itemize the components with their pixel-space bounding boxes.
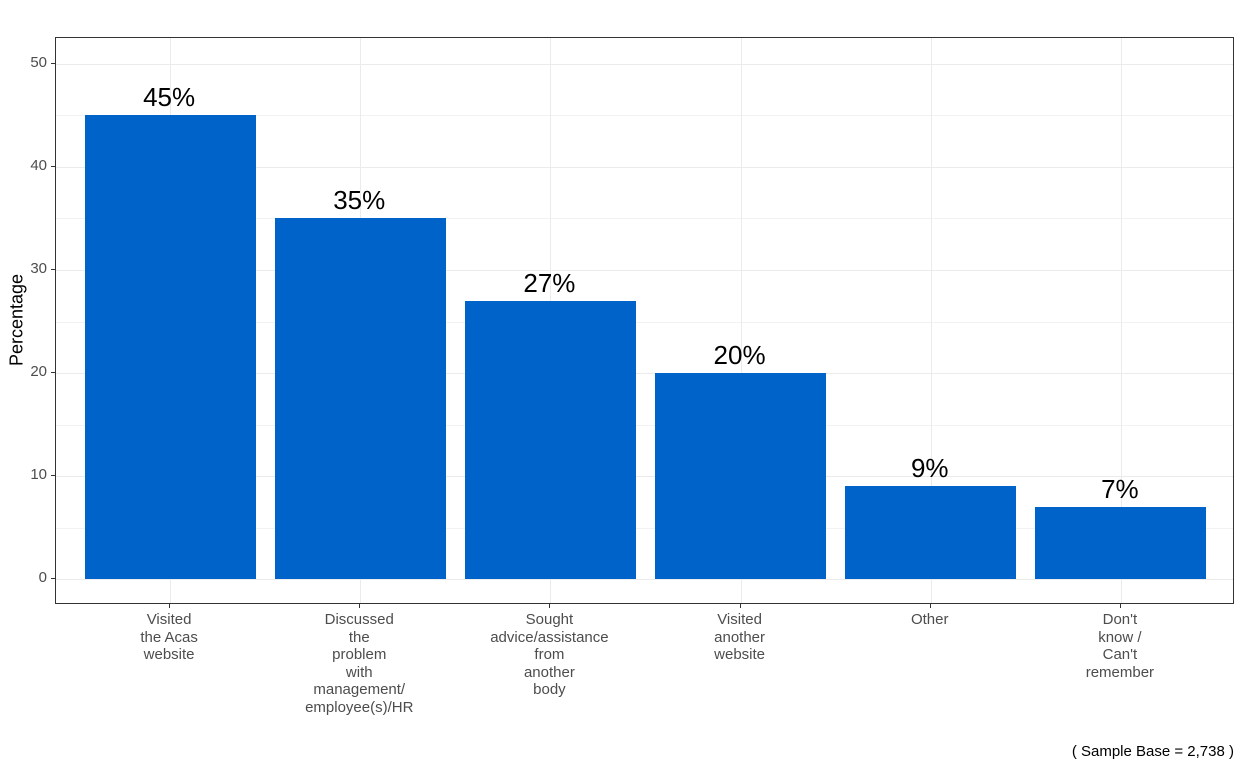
y-axis-title: Percentage: [6, 273, 27, 367]
y-tick-mark: [51, 165, 55, 167]
bar-value-label: 27%: [523, 267, 576, 298]
y-tick-label: 20: [30, 363, 47, 381]
y-tick-mark: [51, 372, 55, 374]
y-tick-mark: [51, 475, 55, 477]
y-tick-label: 30: [30, 259, 47, 277]
y-tick-label: 10: [30, 466, 47, 484]
minor-gridline: [56, 527, 1233, 529]
major-gridline: [56, 579, 1233, 581]
x-tick-mark: [929, 604, 931, 608]
y-tick-mark: [51, 268, 55, 270]
x-category-label: Sought advice/assistance from another bo…: [490, 611, 609, 698]
bar: [84, 115, 256, 580]
x-tick-mark: [169, 604, 171, 608]
major-gridline: [56, 269, 1233, 271]
bar-value-label: 20%: [713, 340, 766, 371]
x-category-label: Visited the Acas website: [140, 611, 198, 663]
bar: [464, 300, 636, 580]
minor-gridline: [56, 321, 1233, 323]
vertical-gridline: [930, 38, 932, 603]
bar: [1035, 507, 1207, 580]
bar-value-label: 9%: [910, 453, 949, 484]
bar-value-label: 45%: [143, 82, 196, 113]
x-tick-mark: [359, 604, 361, 608]
y-tick-label: 50: [30, 53, 47, 71]
bar-value-label: 7%: [1101, 474, 1139, 505]
bar-value-label: 35%: [333, 185, 386, 216]
bar: [274, 218, 446, 580]
y-tick-label: 40: [30, 156, 47, 174]
vertical-gridline: [740, 38, 742, 603]
major-gridline: [56, 63, 1233, 65]
x-category-label: Visited another website: [714, 611, 766, 663]
major-gridline: [56, 166, 1233, 168]
plot-panel: [55, 37, 1234, 604]
major-gridline: [56, 373, 1233, 375]
x-category-label: Don't know / Can't remember: [1085, 611, 1155, 681]
major-gridline: [56, 476, 1233, 478]
bar: [845, 486, 1017, 580]
minor-gridline: [56, 115, 1233, 117]
x-category-label: Discussed the problem with management/ e…: [305, 611, 414, 716]
x-tick-mark: [1119, 604, 1121, 608]
sample-base-caption: ( Sample Base = 2,738 ): [1071, 743, 1234, 760]
vertical-gridline: [1120, 38, 1122, 603]
x-tick-mark: [549, 604, 551, 608]
x-tick-mark: [739, 604, 741, 608]
y-tick-mark: [51, 62, 55, 64]
minor-gridline: [56, 218, 1233, 220]
minor-gridline: [56, 424, 1233, 426]
bar: [655, 373, 827, 580]
x-category-label: Other: [910, 611, 949, 628]
y-tick-mark: [51, 578, 55, 580]
y-tick-label: 0: [38, 569, 47, 587]
